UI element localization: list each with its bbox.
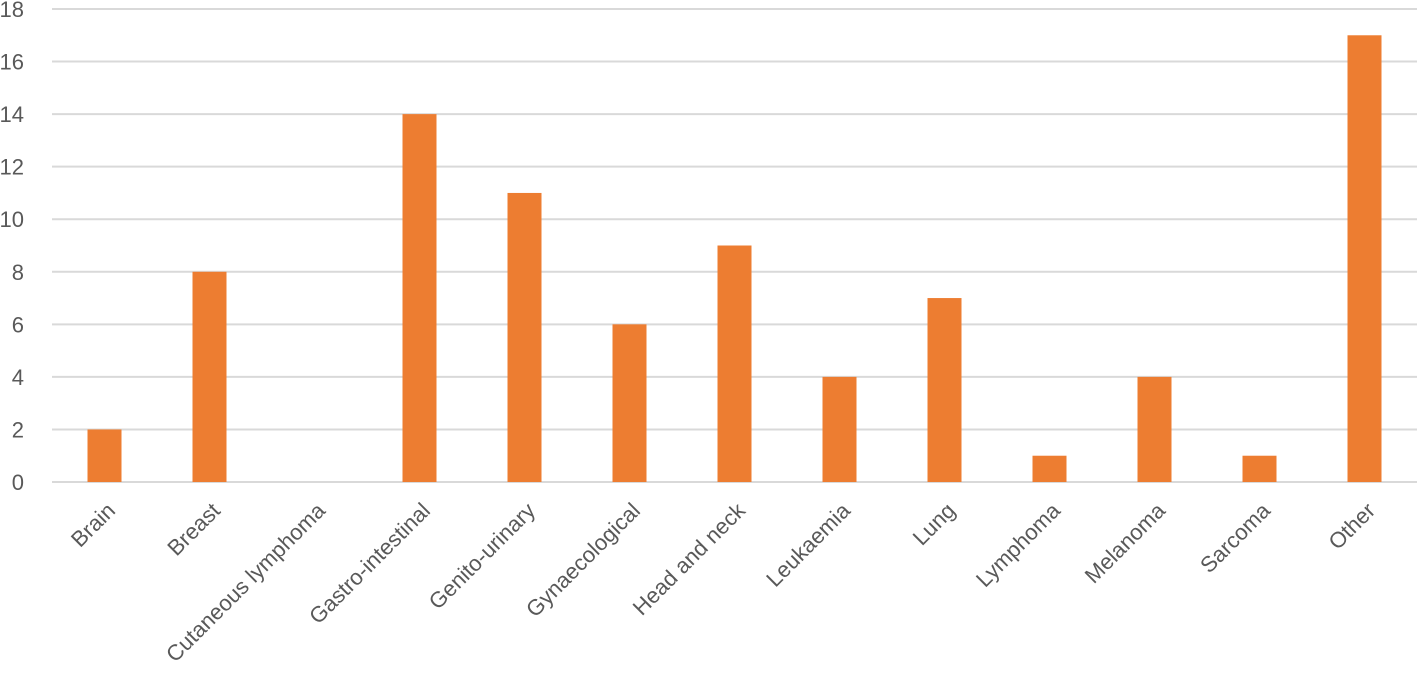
y-tick-label: 0 bbox=[12, 470, 24, 495]
x-category-label: Lung bbox=[908, 498, 960, 550]
y-tick-label: 4 bbox=[12, 365, 24, 390]
bar-gastro-intestinal bbox=[402, 114, 437, 482]
bar-melanoma bbox=[1137, 376, 1172, 482]
x-category-label: Brain bbox=[66, 498, 120, 552]
bar-gynaecological bbox=[612, 324, 647, 482]
x-category-label: Lymphoma bbox=[971, 497, 1066, 592]
bar-lung bbox=[927, 298, 962, 482]
x-category-label: Other bbox=[1323, 498, 1380, 555]
y-tick-label: 16 bbox=[0, 50, 24, 75]
x-category-label: Melanoma bbox=[1080, 497, 1171, 588]
y-tick-label: 2 bbox=[12, 417, 24, 442]
x-category-label: Sarcoma bbox=[1195, 497, 1275, 577]
y-tick-label: 12 bbox=[0, 155, 24, 180]
y-axis-tick-labels: 0 2 4 6 8 10 12 14 16 18 bbox=[0, 0, 24, 495]
x-category-label: Genito-urinary bbox=[424, 498, 540, 614]
bar-sarcoma bbox=[1242, 455, 1277, 482]
bar-genito-urinary bbox=[507, 192, 542, 482]
x-category-label: Gynaecological bbox=[521, 498, 645, 622]
bar-other bbox=[1347, 35, 1382, 483]
y-tick-label: 18 bbox=[0, 0, 24, 22]
bar-lymphoma bbox=[1032, 455, 1067, 482]
x-category-label: Breast bbox=[162, 498, 225, 561]
y-tick-label: 8 bbox=[12, 260, 24, 285]
bars bbox=[87, 35, 1382, 483]
y-tick-label: 6 bbox=[12, 312, 24, 337]
bar-leukaemia bbox=[822, 376, 857, 482]
y-tick-label: 14 bbox=[0, 102, 24, 127]
bar-head-and-neck bbox=[717, 245, 752, 482]
x-category-label: Leukaemia bbox=[761, 497, 855, 591]
bar-breast bbox=[192, 271, 227, 482]
bar-brain bbox=[87, 429, 122, 482]
x-category-label: Head and neck bbox=[628, 497, 751, 620]
y-tick-label: 10 bbox=[0, 207, 24, 232]
